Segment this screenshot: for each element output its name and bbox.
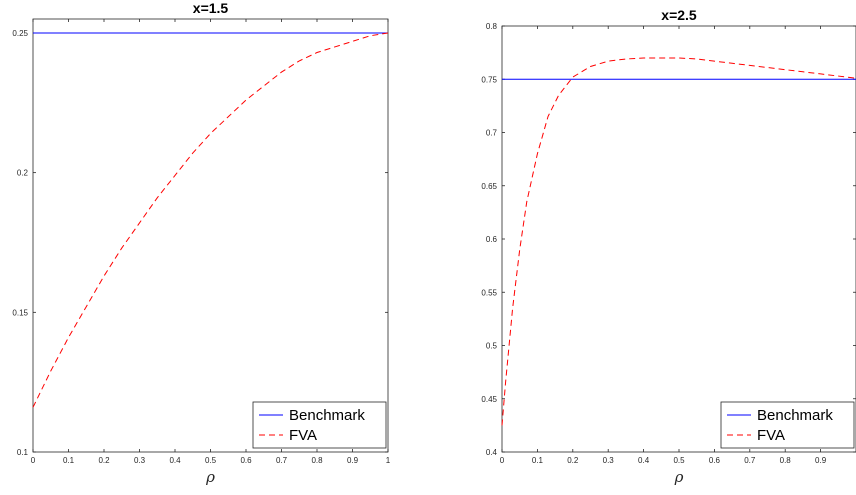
x-tick-label: 0 [31, 456, 36, 465]
chart-panel-left: 0 0.1 0.2 0.3 0.4 0.5 0.6 0.7 0.8 0.9 10.10.150.20… [12, 0, 390, 486]
y-tick-label: 0.6 [486, 235, 498, 244]
axes-box [32, 18, 389, 453]
axes-box [501, 25, 856, 453]
x-tick-label: 0.7 [276, 456, 288, 465]
x-tick-label: 0.9 [815, 456, 827, 465]
y-tick-label: 0.5 [486, 342, 498, 351]
x-tick-label: 0.8 [780, 456, 792, 465]
legend-label-benchmark: Benchmark [289, 407, 365, 424]
x-axis-label: ρ [674, 468, 684, 486]
y-tick-label: 0.75 [481, 75, 497, 84]
y-tick-label: 0.45 [481, 395, 497, 404]
x-axis-label: ρ [205, 468, 215, 486]
y-tick-label: 0.15 [12, 308, 28, 317]
x-tick-label: 0.2 [98, 456, 110, 465]
x-tick-label: 0.7 [744, 456, 756, 465]
chart-title: x=2.5 [661, 7, 697, 23]
x-tick-label: 0.3 [134, 456, 146, 465]
x-tick-label: 0.4 [169, 456, 181, 465]
x-tick-label: 0 [500, 456, 505, 465]
y-tick-label: 0.25 [12, 29, 28, 38]
x-tick-label: 0.2 [567, 456, 579, 465]
x-tick-label: 0.6 [240, 456, 252, 465]
x-tick-label: 0.1 [63, 456, 75, 465]
legend-label-fva: FVA [757, 427, 785, 444]
y-tick-label: 0.8 [486, 22, 498, 31]
x-tick-label: 0.5 [673, 456, 685, 465]
y-tick-label: 0.55 [481, 288, 497, 297]
x-tick-label: 0.3 [603, 456, 615, 465]
y-tick-label: 0.2 [17, 169, 29, 178]
legend-label-benchmark: Benchmark [757, 407, 833, 424]
x-tick-label: 0.1 [532, 456, 544, 465]
chart-panel-right: 0 0.1 0.2 0.3 0.4 0.5 0.6 0.7 0.8 0.9 0.4 0.45 0.5 0.… [481, 7, 856, 486]
y-tick-label: 0.65 [481, 182, 497, 191]
legend-label-fva: FVA [289, 427, 317, 444]
x-tick-label: 1 [386, 456, 391, 465]
series-line-fva [501, 57, 856, 426]
chart-title: x=1.5 [193, 0, 229, 16]
legend-box [252, 401, 387, 449]
y-tick-label: 0.7 [486, 129, 498, 138]
x-tick-label: 0.5 [205, 456, 217, 465]
x-tick-label: 0.8 [311, 456, 323, 465]
y-tick-label: 0.4 [486, 448, 498, 457]
legend-box [720, 401, 855, 449]
x-tick-label: 0.6 [709, 456, 721, 465]
series-line-fva [32, 32, 389, 408]
x-tick-label: 0.9 [347, 456, 359, 465]
x-tick-label: 0.4 [638, 456, 650, 465]
y-tick-label: 0.1 [17, 448, 29, 457]
